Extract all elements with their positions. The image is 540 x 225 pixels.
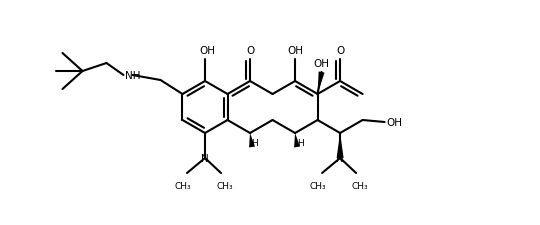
Text: CH₃: CH₃ bbox=[352, 181, 368, 190]
Text: OH: OH bbox=[199, 46, 215, 56]
Text: NH: NH bbox=[125, 71, 140, 81]
Polygon shape bbox=[249, 133, 255, 148]
Polygon shape bbox=[294, 133, 300, 148]
Text: N: N bbox=[336, 153, 344, 163]
Text: O: O bbox=[246, 46, 254, 56]
Text: OH: OH bbox=[287, 46, 303, 56]
Text: H: H bbox=[297, 139, 304, 148]
Text: N: N bbox=[201, 153, 209, 163]
Text: OH: OH bbox=[314, 59, 329, 69]
Text: CH₃: CH₃ bbox=[174, 181, 191, 190]
Text: OH: OH bbox=[387, 117, 403, 127]
Text: CH₃: CH₃ bbox=[310, 181, 326, 190]
Text: O: O bbox=[336, 46, 344, 56]
Text: CH₃: CH₃ bbox=[217, 181, 233, 190]
Text: H: H bbox=[251, 139, 258, 148]
Polygon shape bbox=[318, 72, 325, 94]
Polygon shape bbox=[336, 133, 343, 158]
